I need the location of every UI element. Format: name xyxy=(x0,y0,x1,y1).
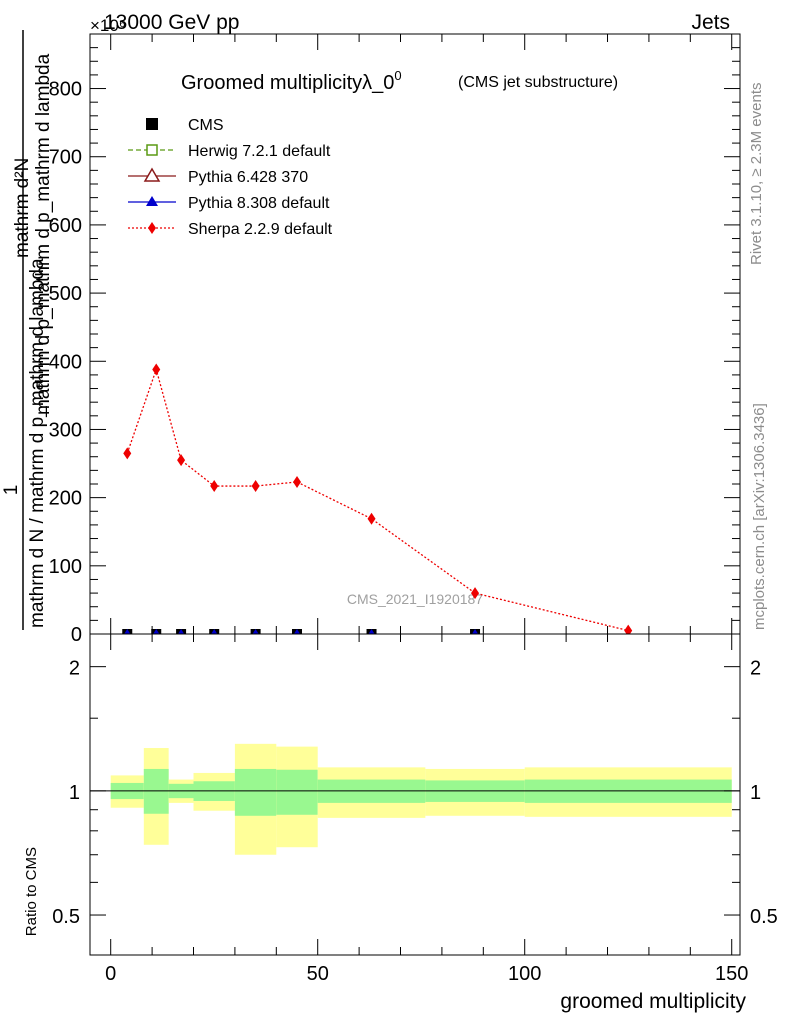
main-panel: 0 100 200 300 400 500 600 700 800 CMS_2021_I1920… xyxy=(49,33,741,646)
main-y-axis-label: mathrm d²N 1 mathrm d p_mathrm d p_mathr… xyxy=(1,30,54,630)
exponent-label: ×10⁶ xyxy=(90,16,126,35)
sherpa-data-point xyxy=(177,454,186,467)
ratio-y-tick-label-right: 2 xyxy=(750,658,761,680)
y-label-one: 1 xyxy=(1,485,22,496)
ratio-stat-band xyxy=(143,768,169,814)
y-label-frac-num: mathrm d p_mathrm d p_mathrm d lambda xyxy=(33,53,54,415)
x-tick-labels: 0 50 100 150 xyxy=(105,963,748,985)
sherpa-data-point xyxy=(293,475,302,488)
pythia8-data-point xyxy=(293,629,301,634)
y-tick-label: 300 xyxy=(49,419,82,441)
sherpa-data-point xyxy=(624,624,633,634)
pythia8-data-point xyxy=(153,629,160,634)
sherpa-data-point xyxy=(210,480,219,493)
y-tick-label: 100 xyxy=(49,556,82,578)
y-tick-label: 0 xyxy=(71,624,82,646)
ratio-panel: 0.5 0.5 1 1 2 2 0 50 100 150 Ratio to CMS groome… xyxy=(23,633,778,1013)
x-tick-label: 0 xyxy=(105,963,116,985)
sherpa-data-point xyxy=(471,587,480,600)
y-tick-label: 500 xyxy=(49,283,82,305)
y-tick-label: 600 xyxy=(49,215,82,237)
ratio-y-tick-label: 1 xyxy=(69,782,80,804)
rivet-side-label: Rivet 3.1.10, ≥ 2.3M events xyxy=(748,83,765,266)
sherpa-data-point xyxy=(152,363,161,376)
sherpa-data-point xyxy=(367,512,376,525)
energy-label: 13000 GeV pp xyxy=(104,11,239,34)
legend-marker xyxy=(148,222,156,234)
pythia8-data-point xyxy=(211,629,218,634)
legend-label: Pythia 8.308 default xyxy=(188,195,330,212)
legend-item: Herwig 7.2.1 default xyxy=(128,143,331,160)
ratio-y-tick-label: 0.5 xyxy=(52,906,80,928)
ratio-stat-band xyxy=(234,768,277,816)
x-tick-label: 50 xyxy=(307,963,329,985)
x-tick-label: 100 xyxy=(508,963,541,985)
legend-item: Pythia 8.308 default xyxy=(128,195,330,212)
legend-item: CMS xyxy=(146,117,224,134)
ratio-y-tick-label-right: 0.5 xyxy=(750,906,778,928)
pythia8-data-point xyxy=(471,629,479,634)
ratio-y-tick-label: 2 xyxy=(69,658,80,680)
y-label-frac-den: mathrm d N / mathrm d p_mathrm d lambda xyxy=(27,258,48,628)
watermark: CMS_2021_I1920187 xyxy=(347,591,483,607)
mcplots-side-label: mcplots.cern.ch [arXiv:1306.3436] xyxy=(751,403,768,630)
x-axis-label: groomed multiplicity xyxy=(560,990,746,1013)
ratio-frame xyxy=(89,633,741,956)
main-series-layer xyxy=(122,363,633,634)
sherpa-data-point xyxy=(123,447,132,460)
legend-marker xyxy=(146,118,158,130)
ratio-stat-band xyxy=(276,769,318,815)
pythia8-data-point xyxy=(368,629,375,634)
legend-item: Sherpa 2.2.9 default xyxy=(128,221,333,238)
y-tick-label: 800 xyxy=(49,79,82,101)
legend-item: Pythia 6.428 370 xyxy=(128,167,308,186)
legend: CMS Herwig 7.2.1 default Pythia 6.428 370 P… xyxy=(128,117,333,238)
legend-marker xyxy=(146,196,158,206)
legend-marker xyxy=(146,144,158,156)
ratio-y-tick-labels: 0.5 0.5 1 1 2 2 xyxy=(52,658,778,928)
y-tick-label: 400 xyxy=(49,351,82,373)
chart-title: Groomed multiplicityλ_00 xyxy=(181,68,402,94)
legend-marker xyxy=(143,167,161,182)
chart-title-group: Groomed multiplicityλ_00 (CMS jet substr… xyxy=(181,68,618,94)
sherpa-data-point xyxy=(251,480,260,493)
pythia8-data-point xyxy=(252,629,259,634)
ratio-y-tick-label-right: 1 xyxy=(750,782,761,804)
chart-subtitle: (CMS jet substructure) xyxy=(458,74,618,91)
ratio-bands-layer xyxy=(110,743,732,855)
y-tick-label: 200 xyxy=(49,488,82,510)
ratio-y-axis-label: Ratio to CMS xyxy=(23,847,40,936)
main-y-tick-labels: 0 100 200 300 400 500 600 700 800 xyxy=(49,79,82,646)
legend-label: Sherpa 2.2.9 default xyxy=(188,221,333,238)
ratio-axis-ticks xyxy=(90,634,740,955)
y-tick-label: 700 xyxy=(49,147,82,169)
sherpa-line xyxy=(126,367,629,632)
process-label: Jets xyxy=(691,11,730,34)
legend-label: Herwig 7.2.1 default xyxy=(188,143,331,160)
legend-label: CMS xyxy=(188,117,224,134)
pythia8-data-point xyxy=(124,629,131,634)
pythia8-data-point xyxy=(177,629,185,634)
legend-label: Pythia 6.428 370 xyxy=(188,169,308,186)
x-tick-label: 150 xyxy=(715,963,748,985)
